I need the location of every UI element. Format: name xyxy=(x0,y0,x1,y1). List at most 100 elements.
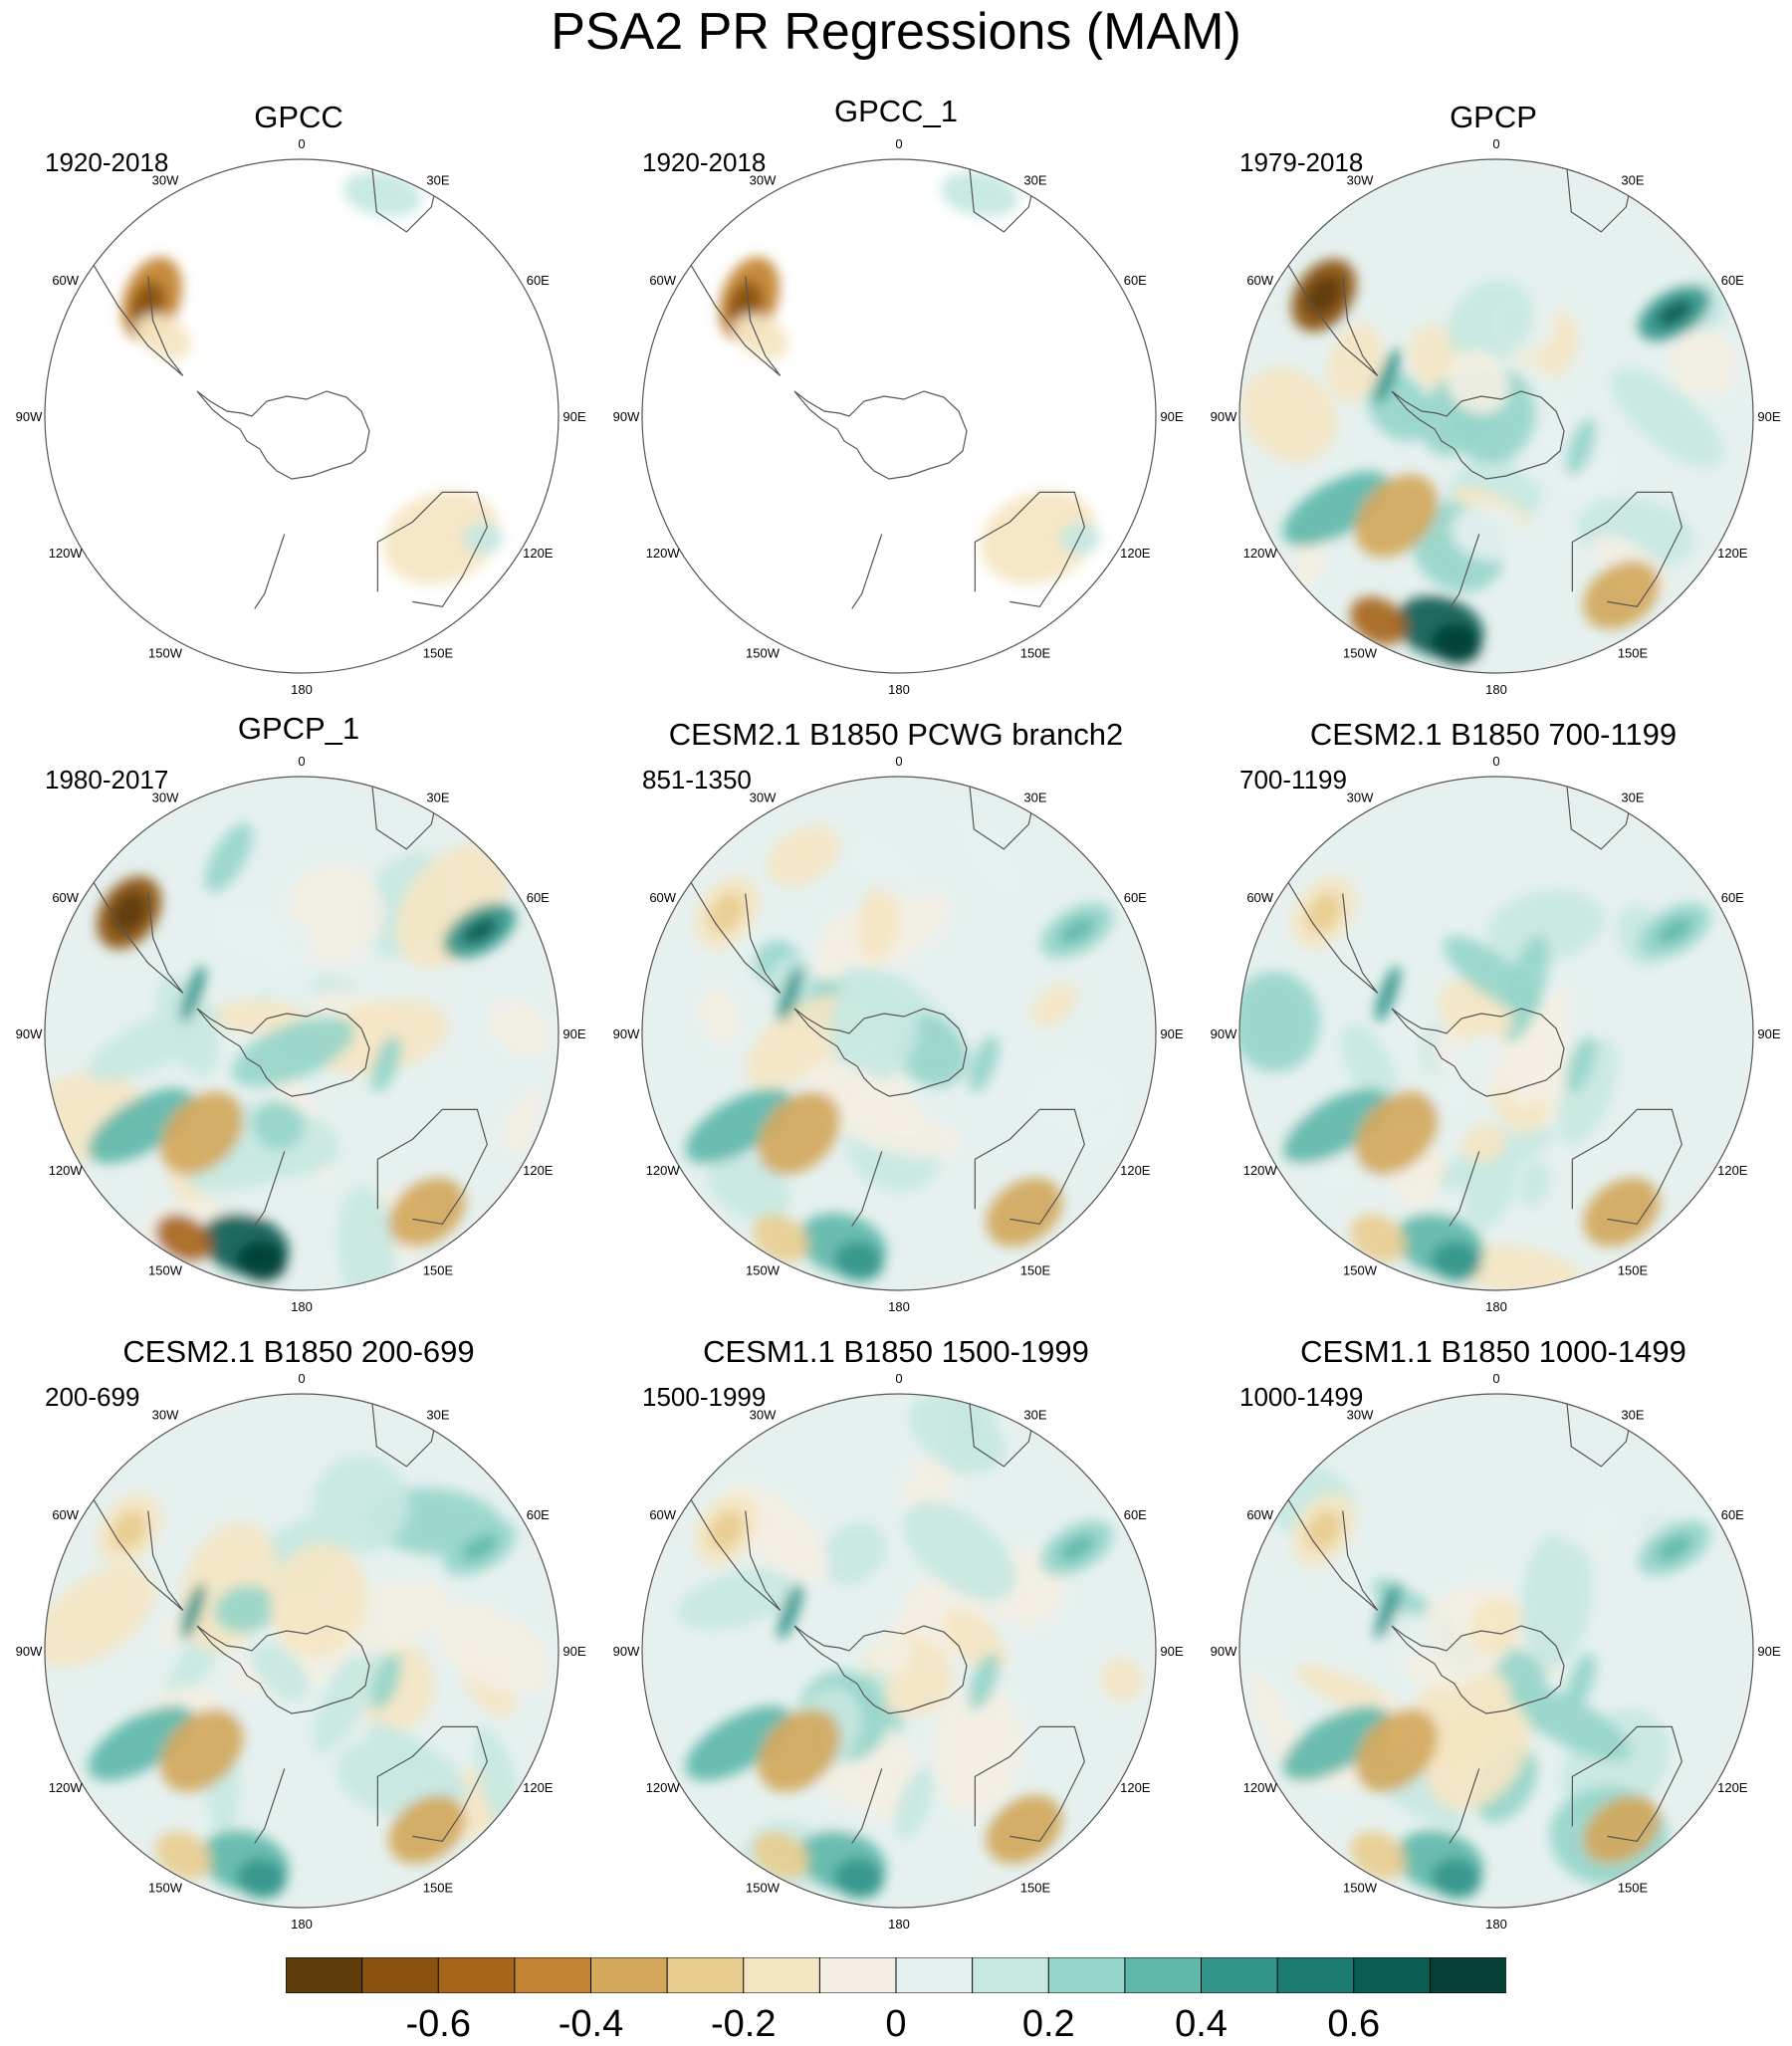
panel-title: CESM1.1 B1850 1000-1499 xyxy=(1300,1334,1686,1369)
longitude-label: 30E xyxy=(426,1408,449,1423)
period-label: 700-1199 xyxy=(1239,765,1347,795)
longitude-label: 0 xyxy=(298,1371,305,1386)
polar-map: 0 30E 60E 90E 120E 150E 180 150W 120W 90W 60W 30W xyxy=(16,754,586,1314)
longitude-label: 30E xyxy=(1621,791,1644,805)
longitude-label: 0 xyxy=(298,754,305,769)
longitude-label: 90E xyxy=(1160,1644,1183,1659)
longitude-label: 60W xyxy=(649,890,676,905)
panel-title: CESM2.1 B1850 700-1199 xyxy=(1309,717,1678,752)
longitude-label: 60E xyxy=(527,273,550,288)
panel-title: GPCC xyxy=(254,100,343,134)
longitude-label: 0 xyxy=(895,136,902,151)
period-label: 1500-1999 xyxy=(642,1382,767,1412)
longitude-label: 30E xyxy=(1023,173,1046,188)
longitude-label: 150E xyxy=(1020,645,1051,660)
longitude-label: 120E xyxy=(1120,1163,1151,1178)
longitude-label: 150E xyxy=(1618,1262,1649,1277)
longitude-label: 90W xyxy=(16,409,43,424)
colorbar-swatch xyxy=(1353,1957,1432,1993)
longitude-label: 60E xyxy=(1124,273,1147,288)
period-label: 1920-2018 xyxy=(642,147,767,177)
colorbar xyxy=(286,1957,1506,1993)
colorbar-swatch xyxy=(590,1957,669,1993)
longitude-label: 120W xyxy=(1243,1780,1278,1795)
longitude-label: 60W xyxy=(1246,273,1273,288)
longitude-label: 0 xyxy=(1492,136,1499,151)
longitude-label: 30W xyxy=(152,1408,179,1423)
longitude-label: 90W xyxy=(1211,1026,1237,1041)
polar-map: 0 30E 60E 90E 120E 150E 180 150W 120W 90W 60W 30W xyxy=(16,1371,586,1932)
longitude-label: 150E xyxy=(1618,645,1649,660)
longitude-label: 30W xyxy=(152,791,179,805)
longitude-label: 30W xyxy=(1347,791,1374,805)
longitude-label: 0 xyxy=(1492,754,1499,769)
polar-map: 0 30E 60E 90E 120E 150E 180 150W 120W 90W 60W 30W xyxy=(1211,754,1781,1314)
period-label: 851-1350 xyxy=(642,765,752,795)
colorbar-swatch xyxy=(1047,1957,1126,1993)
longitude-label: 180 xyxy=(1485,682,1507,697)
longitude-label: 120E xyxy=(1717,546,1748,561)
longitude-label: 30E xyxy=(1023,791,1046,805)
longitude-label: 60E xyxy=(1721,273,1744,288)
map-panel: CESM2.1 B1850 200-699 0 30E 60E 90E 120E 150E 1… xyxy=(0,1334,597,1932)
longitude-label: 0 xyxy=(895,1371,902,1386)
longitude-label: 150W xyxy=(148,1262,183,1277)
longitude-label: 120W xyxy=(49,1163,84,1178)
longitude-label: 150E xyxy=(1020,1262,1051,1277)
polar-map: 0 30E 60E 90E 120E 150E 180 150W 120W 90W 60W 30W xyxy=(613,1371,1184,1932)
polar-map: 0 30E 60E 90E 120E 150E 180 150W 120W 90W 60W 30W xyxy=(613,754,1184,1314)
colorbar-swatch xyxy=(818,1957,898,1993)
longitude-label: 90W xyxy=(1211,409,1237,424)
colorbar-swatch xyxy=(514,1957,592,1993)
map-panel: GPCP_1 0 30E 60E 90E 120E 150E 180 150W 120W 90W 60… xyxy=(0,711,597,1314)
longitude-label: 120E xyxy=(1717,1163,1748,1178)
longitude-label: 60E xyxy=(1124,1507,1147,1522)
longitude-label: 60W xyxy=(649,273,676,288)
map-panel: GPCC_1 0 30E 60E 90E 120E 150E 180 150W 120W 90W 60… xyxy=(597,94,1195,697)
panel-title: CESM2.1 B1850 PCWG branch2 xyxy=(668,717,1124,752)
longitude-label: 30W xyxy=(1347,1408,1374,1423)
longitude-label: 30E xyxy=(1023,1408,1046,1423)
longitude-label: 150W xyxy=(148,645,183,660)
panel-title: GPCP_1 xyxy=(237,711,360,746)
longitude-label: 30W xyxy=(750,173,777,188)
longitude-label: 30W xyxy=(750,791,777,805)
period-label: 1979-2018 xyxy=(1239,147,1364,177)
longitude-label: 120W xyxy=(646,1780,681,1795)
colorbar-tick-label: -0.2 xyxy=(711,2003,777,2045)
longitude-label: 60W xyxy=(1246,890,1273,905)
longitude-label: 30E xyxy=(426,791,449,805)
longitude-label: 30E xyxy=(426,173,449,188)
longitude-label: 30E xyxy=(1621,173,1644,188)
longitude-label: 150W xyxy=(148,1880,183,1895)
colorbar-swatch xyxy=(1429,1957,1506,1993)
longitude-label: 120E xyxy=(1120,1780,1151,1795)
map-panel: CESM1.1 B1850 1500-1999 0 30E 60E 90E 120E 150… xyxy=(597,1334,1195,1932)
map-panel: GPCP 0 30E 60E 90E 120E 150E 180 150W 120W 90W 60W 3… xyxy=(1195,100,1792,697)
colorbar-swatch xyxy=(437,1957,516,1993)
longitude-label: 60E xyxy=(1721,890,1744,905)
longitude-label: 60E xyxy=(1721,1507,1744,1522)
longitude-label: 180 xyxy=(291,682,313,697)
colorbar-swatch xyxy=(286,1957,363,1993)
polar-map: 0 30E 60E 90E 120E 150E 180 150W 120W 90W 60W 30W xyxy=(1211,136,1781,697)
longitude-label: 60W xyxy=(52,890,79,905)
colorbar-swatch xyxy=(972,1957,1050,1993)
panel-title: CESM2.1 B1850 200-699 xyxy=(122,1334,475,1369)
longitude-label: 90W xyxy=(16,1644,43,1659)
longitude-label: 150W xyxy=(746,1880,781,1895)
figure-title: PSA2 PR Regressions (MAM) xyxy=(551,3,1241,61)
longitude-label: 120W xyxy=(49,546,84,561)
longitude-label: 120W xyxy=(49,1780,84,1795)
colorbar-swatch xyxy=(743,1957,821,1993)
longitude-label: 120E xyxy=(523,1163,554,1178)
colorbar-swatch xyxy=(666,1957,745,1993)
longitude-label: 150E xyxy=(423,1262,454,1277)
longitude-label: 120W xyxy=(1243,1163,1278,1178)
period-label: 1920-2018 xyxy=(45,147,169,177)
map-panel: CESM2.1 B1850 PCWG branch2 0 30E 60E 90E 120E… xyxy=(597,717,1195,1314)
colorbar-tick-label: 0.6 xyxy=(1327,2003,1381,2045)
longitude-label: 180 xyxy=(888,1299,910,1314)
longitude-label: 180 xyxy=(888,1917,910,1932)
longitude-label: 90E xyxy=(1160,1026,1183,1041)
